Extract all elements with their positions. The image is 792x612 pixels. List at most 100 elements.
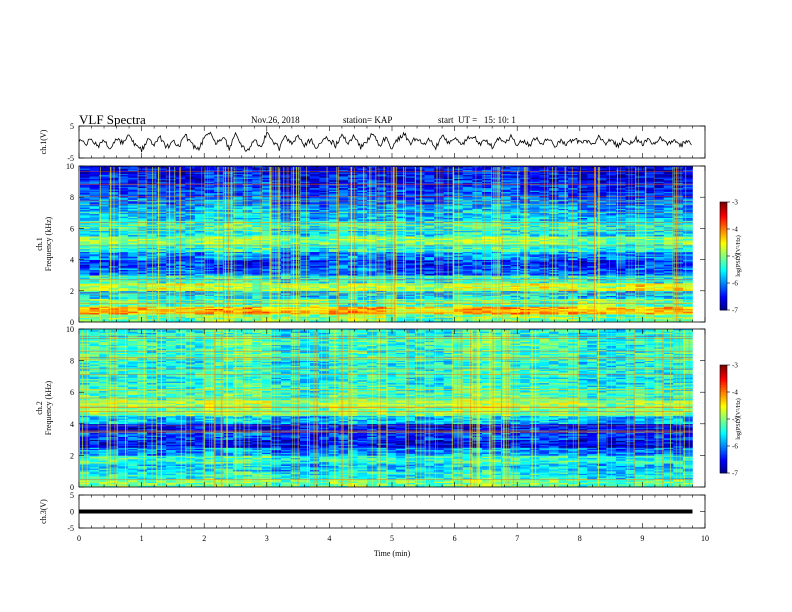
ch1-spectrogram-cell xyxy=(195,290,205,292)
ch1-spectrogram-cell xyxy=(425,251,435,253)
ch1-spectrogram-cell xyxy=(310,243,320,245)
ch1-spectrogram-cell xyxy=(358,305,368,307)
ch1-spectrogram-cell xyxy=(377,282,387,284)
ch1-spectrogram-cell xyxy=(405,274,415,276)
ch1-spectrogram-cell xyxy=(137,266,147,268)
ch1-spectrogram-cell xyxy=(377,243,387,245)
ch1-spectrogram-cell xyxy=(511,282,521,284)
ch1-spectrogram-cell xyxy=(434,251,444,253)
ch1-spectrogram-cell xyxy=(482,235,492,237)
ch1-spectrogram-cell xyxy=(568,243,578,245)
ch1-spectrogram-cell xyxy=(204,290,214,292)
ch1-spectrogram-cell xyxy=(319,243,329,245)
ch1-spectrogram-cell xyxy=(281,282,291,284)
ch1-spectrogram-cell xyxy=(463,290,473,292)
ch1-spectrogram-cell xyxy=(434,266,444,268)
ch1-spectrogram-cell xyxy=(664,305,674,307)
ch1-spectrogram-cell xyxy=(405,282,415,284)
ch1-spectrogram-cell xyxy=(683,243,693,245)
ch1-spectrogram-cell xyxy=(635,305,645,307)
ch1-spectrogram-cell xyxy=(128,243,138,245)
ch1-spectrogram-cell xyxy=(530,258,540,260)
ch1-spectrogram-cell xyxy=(606,274,616,276)
ch1-spectrogram-cell xyxy=(281,243,291,245)
ch1-spectrogram-cell xyxy=(137,282,147,284)
ch1-spectrogram-cell xyxy=(463,235,473,237)
ch1-spectrogram-cell xyxy=(310,251,320,253)
ch1-spectrogram-cell xyxy=(606,297,616,299)
ch1-spectrogram-cell xyxy=(568,258,578,260)
ch1-spectrogram-cell xyxy=(625,282,635,284)
ch1-spectrogram-cell xyxy=(549,297,559,299)
ch1-spectrogram-cell xyxy=(128,258,138,260)
ch1-spectrogram-cell xyxy=(578,290,588,292)
ch1-spectrogram-cell xyxy=(281,305,291,307)
ch1-spectrogram-cell xyxy=(530,251,540,253)
ch1-spectrogram-cell xyxy=(625,266,635,268)
ch1-spectrogram-cell xyxy=(128,305,138,307)
ch1-spectrogram-cell xyxy=(559,274,569,276)
ch1-spectrogram-cell xyxy=(338,266,348,268)
ch1-spectrogram-cell xyxy=(578,282,588,284)
ch1-spectrogram-cell xyxy=(396,258,406,260)
ch1-spectrogram-cell xyxy=(530,282,540,284)
ch1-spectrogram-cell xyxy=(80,282,90,284)
ch1-spectrogram-cell xyxy=(673,251,683,253)
ch1-spectrogram-cell xyxy=(683,290,693,292)
ch1-spectrogram-cell xyxy=(482,282,492,284)
ch1-spectrogram-cell xyxy=(204,235,214,237)
ch1-spectrogram-cell xyxy=(405,235,415,237)
ch1-spectrogram-cell xyxy=(673,258,683,260)
ch1-spectrogram-cell xyxy=(673,266,683,268)
ch1-spectrogram-cell xyxy=(635,266,645,268)
ch1-spectrogram-cell xyxy=(578,305,588,307)
ch1-spectrogram-cell xyxy=(635,297,645,299)
ch1-spectrogram-cell xyxy=(463,251,473,253)
ch1-spectrogram-cell xyxy=(415,251,425,253)
ch1-spectrogram-cell xyxy=(90,305,100,307)
ch1-spectrogram-cell xyxy=(434,290,444,292)
ch1-spectrogram-cell xyxy=(80,274,90,276)
ch1-spectrogram-cell xyxy=(348,297,358,299)
ch1-spectrogram-cell xyxy=(137,290,147,292)
ch1-spectrogram-cell xyxy=(559,251,569,253)
ch1-spectrogram-cell xyxy=(90,258,100,260)
ch1-spectrogram-cell xyxy=(377,274,387,276)
ch1-spectrogram-cell xyxy=(405,297,415,299)
ch1-spectrogram-cell xyxy=(568,235,578,237)
ch1-spectrogram-cell xyxy=(683,274,693,276)
ch1-spectrogram-cell xyxy=(415,297,425,299)
ch1-spectrogram-cell xyxy=(425,297,435,299)
ch1-spectrogram-cell xyxy=(204,243,214,245)
ch1-spectrogram-cell xyxy=(348,266,358,268)
ch1-spectrogram-cell xyxy=(463,305,473,307)
ch1-spectrogram-cell xyxy=(377,258,387,260)
ch1-spectrogram-cell xyxy=(683,235,693,237)
ch1-spectrogram-cell xyxy=(310,266,320,268)
ch1-spectrogram-cell xyxy=(396,235,406,237)
ch1-spectrogram-cell xyxy=(405,290,415,292)
ch1-spectrogram-cell xyxy=(90,282,100,284)
ch1-spectrogram-cell xyxy=(128,266,138,268)
ch1-spectrogram-cell xyxy=(348,274,358,276)
ch1-spectrogram-cell xyxy=(654,297,664,299)
ch1-spectrogram-cell xyxy=(635,251,645,253)
ch1-spectrogram-cell xyxy=(310,282,320,284)
ch1-spectrogram-cell xyxy=(281,235,291,237)
ch1-spectrogram-cell xyxy=(425,305,435,307)
ch1-spectrogram-cell xyxy=(80,305,90,307)
ch1-spectrogram-cell xyxy=(281,258,291,260)
ch1-spectrogram-cell xyxy=(559,235,569,237)
ch1-spectrogram-cell xyxy=(434,297,444,299)
ch1-spectrogram-cell xyxy=(195,258,205,260)
ch1-spectrogram-cell xyxy=(549,282,559,284)
ch1-spectrogram-cell xyxy=(80,243,90,245)
ch1-spectrogram-cell xyxy=(511,235,521,237)
ch1-spectrogram-cell xyxy=(396,251,406,253)
ch1-spectrogram-cell xyxy=(204,274,214,276)
ch1-spectrogram-cell xyxy=(396,274,406,276)
ch1-spectrogram-cell xyxy=(559,305,569,307)
ch1-spectrogram-cell xyxy=(348,258,358,260)
chart-canvas: -3-4-5-6-7log(PSD)(V²/Hz)-3-4-5-6-7log(P… xyxy=(0,0,792,612)
ch1-spectrogram-cell xyxy=(654,282,664,284)
